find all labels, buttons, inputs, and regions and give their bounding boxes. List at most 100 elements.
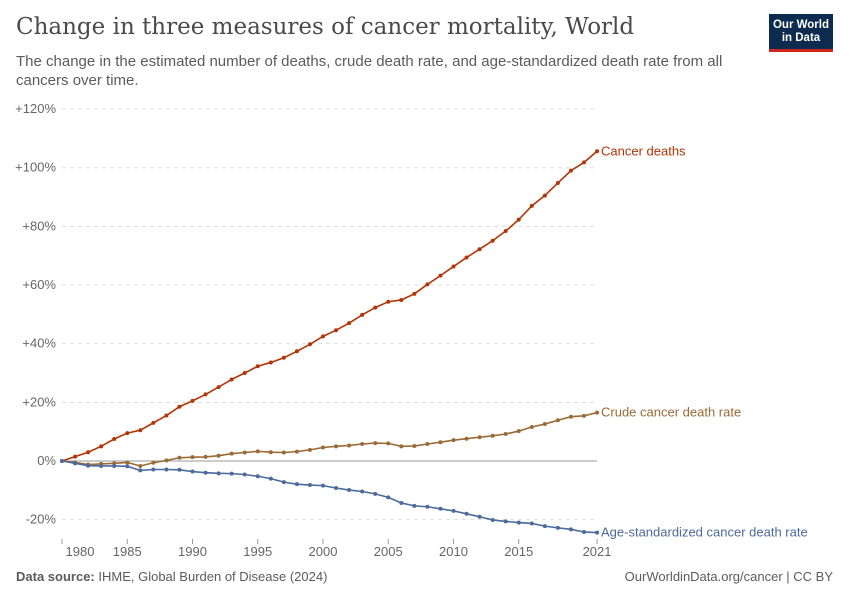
data-point[interactable] xyxy=(529,521,534,526)
data-point[interactable] xyxy=(425,282,430,287)
data-point[interactable] xyxy=(112,437,117,442)
data-point[interactable] xyxy=(216,453,221,458)
data-point[interactable] xyxy=(582,529,586,534)
data-point[interactable] xyxy=(73,454,78,459)
series-line[interactable] xyxy=(61,411,598,467)
data-point[interactable] xyxy=(112,463,117,468)
data-point[interactable] xyxy=(542,524,547,529)
data-point[interactable] xyxy=(503,519,508,524)
data-point[interactable] xyxy=(568,168,573,173)
data-point[interactable] xyxy=(216,385,221,390)
data-point[interactable] xyxy=(373,441,378,446)
data-point[interactable] xyxy=(347,488,352,493)
data-point[interactable] xyxy=(216,471,221,476)
data-point[interactable] xyxy=(190,455,195,460)
data-point[interactable] xyxy=(294,482,299,487)
data-point[interactable] xyxy=(582,413,586,418)
data-point[interactable] xyxy=(125,460,130,465)
data-point[interactable] xyxy=(464,436,469,441)
data-point[interactable] xyxy=(203,392,208,397)
data-point[interactable] xyxy=(242,450,247,455)
data-point[interactable] xyxy=(503,229,508,234)
data-point[interactable] xyxy=(99,463,104,468)
data-point[interactable] xyxy=(86,450,91,455)
data-point[interactable] xyxy=(242,472,247,477)
data-point[interactable] xyxy=(73,461,78,466)
data-point[interactable] xyxy=(373,491,378,496)
data-point[interactable] xyxy=(177,455,182,460)
data-point[interactable] xyxy=(542,422,547,427)
data-point[interactable] xyxy=(529,424,534,429)
data-point[interactable] xyxy=(138,428,143,433)
data-point[interactable] xyxy=(451,508,456,513)
data-point[interactable] xyxy=(294,449,299,454)
data-point[interactable] xyxy=(555,525,560,530)
data-point[interactable] xyxy=(321,445,325,450)
data-point[interactable] xyxy=(516,217,521,222)
data-point[interactable] xyxy=(568,527,573,532)
data-point[interactable] xyxy=(582,160,586,165)
data-point[interactable] xyxy=(151,467,156,472)
data-point[interactable] xyxy=(425,504,430,509)
data-point[interactable] xyxy=(334,444,339,449)
data-point[interactable] xyxy=(177,404,182,409)
data-point[interactable] xyxy=(281,355,286,360)
data-point[interactable] xyxy=(412,503,417,508)
data-point[interactable] xyxy=(386,441,391,446)
data-point[interactable] xyxy=(321,334,325,339)
data-point[interactable] xyxy=(151,460,156,465)
data-point[interactable] xyxy=(307,447,312,452)
data-point[interactable] xyxy=(464,255,469,260)
data-point[interactable] xyxy=(164,458,169,463)
data-point[interactable] xyxy=(229,377,234,382)
data-point[interactable] xyxy=(60,459,64,463)
data-point[interactable] xyxy=(229,451,234,456)
data-point[interactable] xyxy=(542,193,547,198)
data-point[interactable] xyxy=(190,398,195,403)
owid-logo[interactable]: Our World in Data xyxy=(769,14,833,52)
data-point[interactable] xyxy=(595,410,600,415)
data-point[interactable] xyxy=(464,511,469,516)
data-point[interactable] xyxy=(138,468,143,473)
data-point[interactable] xyxy=(334,485,339,490)
data-point[interactable] xyxy=(412,291,417,296)
data-point[interactable] xyxy=(595,530,600,535)
data-point[interactable] xyxy=(399,444,404,449)
data-point[interactable] xyxy=(321,483,325,488)
data-point[interactable] xyxy=(516,429,521,434)
data-point[interactable] xyxy=(86,463,91,468)
data-point[interactable] xyxy=(490,238,495,243)
data-point[interactable] xyxy=(177,467,182,472)
data-point[interactable] xyxy=(125,431,130,436)
data-point[interactable] xyxy=(438,506,443,511)
data-point[interactable] xyxy=(529,203,534,208)
data-point[interactable] xyxy=(438,440,443,445)
footer-link[interactable]: OurWorldinData.org/cancer | CC BY xyxy=(624,569,833,584)
data-point[interactable] xyxy=(438,273,443,278)
data-point[interactable] xyxy=(255,364,260,369)
data-point[interactable] xyxy=(451,264,456,269)
data-point[interactable] xyxy=(477,435,482,440)
data-point[interactable] xyxy=(373,305,378,310)
data-point[interactable] xyxy=(203,454,208,459)
data-point[interactable] xyxy=(347,443,352,448)
data-point[interactable] xyxy=(294,349,299,354)
data-point[interactable] xyxy=(268,450,273,455)
data-point[interactable] xyxy=(477,247,482,252)
data-point[interactable] xyxy=(281,450,286,455)
data-point[interactable] xyxy=(360,312,365,317)
data-point[interactable] xyxy=(425,441,430,446)
data-point[interactable] xyxy=(164,413,169,418)
series-line[interactable] xyxy=(61,460,598,534)
data-point[interactable] xyxy=(334,328,339,333)
data-point[interactable] xyxy=(125,464,130,469)
data-point[interactable] xyxy=(268,360,273,365)
data-point[interactable] xyxy=(477,514,482,519)
data-point[interactable] xyxy=(386,495,391,500)
data-point[interactable] xyxy=(242,371,247,376)
data-point[interactable] xyxy=(399,500,404,505)
data-point[interactable] xyxy=(281,480,286,485)
data-point[interactable] xyxy=(595,149,600,154)
data-point[interactable] xyxy=(555,418,560,423)
data-point[interactable] xyxy=(360,489,365,494)
